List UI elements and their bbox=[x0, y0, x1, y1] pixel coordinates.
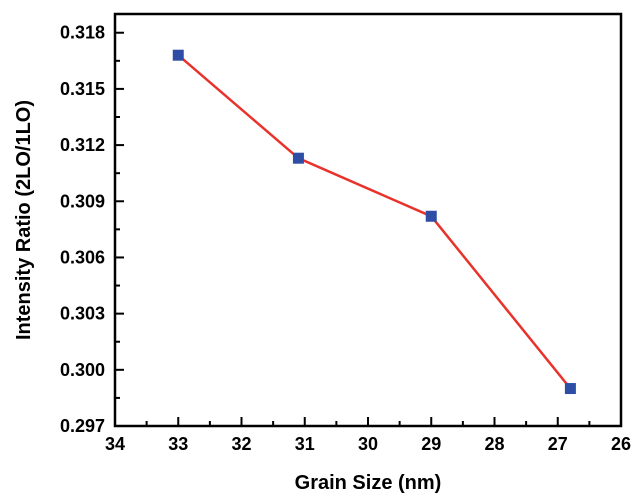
y-tick-label: 0.309 bbox=[60, 191, 105, 211]
x-tick-label: 30 bbox=[358, 434, 378, 454]
data-point-marker bbox=[292, 152, 304, 164]
y-tick-label: 0.300 bbox=[60, 360, 105, 380]
y-axis-title: Intensity Ratio (2LO/1LO) bbox=[13, 100, 35, 340]
x-tick-label: 33 bbox=[168, 434, 188, 454]
plot-frame bbox=[113, 12, 623, 428]
x-tick-label: 31 bbox=[295, 434, 315, 454]
x-tick-label: 26 bbox=[611, 434, 631, 454]
y-tick-label: 0.297 bbox=[60, 416, 105, 436]
data-point-marker bbox=[564, 383, 576, 395]
x-tick-label: 28 bbox=[484, 434, 504, 454]
y-tick-label: 0.303 bbox=[60, 304, 105, 324]
x-tick-label: 27 bbox=[548, 434, 568, 454]
x-tick-label: 32 bbox=[231, 434, 251, 454]
y-tick-label: 0.306 bbox=[60, 247, 105, 267]
series-layer bbox=[172, 49, 576, 395]
y-tick-label: 0.312 bbox=[60, 135, 105, 155]
data-point-marker bbox=[172, 49, 184, 61]
x-axis-title: Grain Size (nm) bbox=[295, 472, 442, 494]
y-tick-label: 0.318 bbox=[60, 23, 105, 43]
ticks-layer: 34 33 32 31 30 29 28 27 26 0.297 0.300 0.303 0.306 0.… bbox=[60, 23, 631, 454]
x-tick-label: 34 bbox=[105, 434, 125, 454]
series-line bbox=[177, 54, 572, 390]
x-tick-label: 29 bbox=[421, 434, 441, 454]
y-tick-label: 0.315 bbox=[60, 79, 105, 99]
data-point-marker bbox=[425, 210, 437, 222]
